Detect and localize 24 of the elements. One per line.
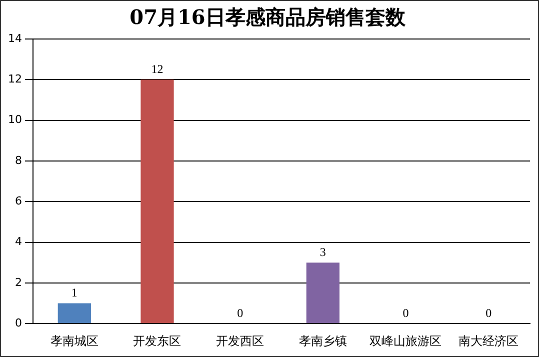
data-label: 3 bbox=[320, 244, 326, 259]
data-label: 0 bbox=[486, 306, 492, 320]
x-tick-label: 双峰山旅游区 bbox=[370, 334, 442, 348]
x-tick-label: 开发西区 bbox=[216, 334, 264, 348]
y-tick-label: 14 bbox=[8, 32, 22, 45]
y-tick-label: 12 bbox=[8, 72, 22, 86]
data-label: 1 bbox=[71, 285, 78, 300]
data-label: 0 bbox=[237, 306, 244, 320]
y-tick-label: 0 bbox=[14, 316, 22, 330]
y-tick-label: 4 bbox=[14, 235, 22, 248]
data-label: 0 bbox=[402, 306, 409, 320]
y-tick-label: 10 bbox=[8, 113, 22, 126]
x-tick-label: 南大经济区 bbox=[458, 334, 519, 348]
y-tick-label: 6 bbox=[14, 194, 22, 208]
y-tick-label: 2 bbox=[14, 276, 22, 289]
chart-title: 07月16日孝感商品房销售套数 bbox=[130, 5, 406, 30]
bar bbox=[140, 80, 174, 324]
bar bbox=[58, 303, 91, 324]
x-tick-label: 孝南乡镇 bbox=[298, 334, 347, 348]
data-label: 12 bbox=[151, 62, 164, 76]
y-tick-label: 8 bbox=[14, 154, 22, 167]
x-tick-label: 开发东区 bbox=[133, 334, 182, 348]
bar bbox=[306, 262, 340, 324]
x-tick-label: 孝南城区 bbox=[50, 334, 98, 348]
